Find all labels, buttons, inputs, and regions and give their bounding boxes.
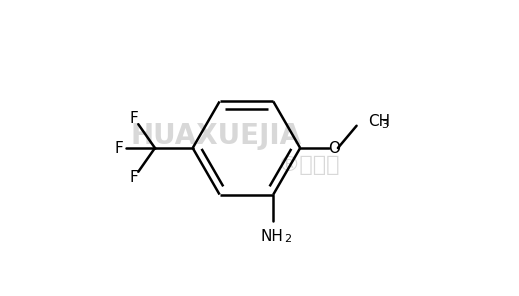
Text: 3: 3 (381, 120, 388, 130)
Text: F: F (130, 111, 139, 126)
Text: 2: 2 (284, 234, 292, 244)
Text: F: F (130, 170, 139, 185)
Text: O: O (329, 141, 340, 155)
Text: CH: CH (368, 114, 390, 129)
Text: HUAXUEJIA: HUAXUEJIA (130, 122, 302, 150)
Text: F: F (114, 141, 123, 155)
Text: NH: NH (261, 229, 283, 244)
Text: ®化学加: ®化学加 (278, 155, 340, 176)
